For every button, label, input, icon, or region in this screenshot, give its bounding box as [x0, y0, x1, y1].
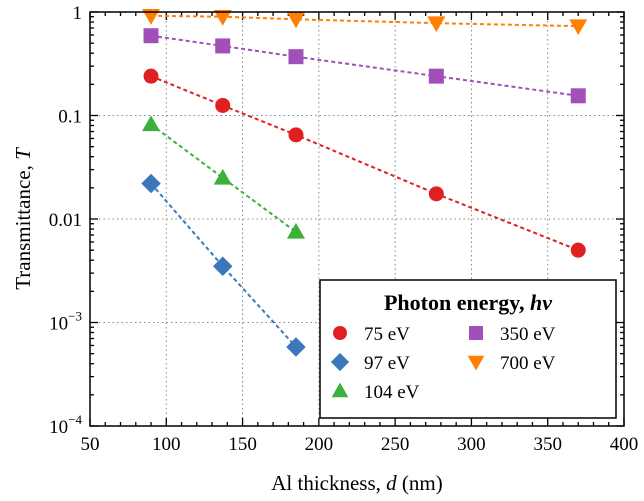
x-tick-label: 100: [152, 434, 181, 455]
y-tick-exponent: −3: [68, 309, 82, 324]
y-tick-base: 0.1: [58, 107, 82, 128]
legend-label: 700 eV: [500, 353, 556, 374]
y-axis-title-prefix: Transmittance,: [11, 160, 35, 290]
legend-title-prefix: Photon energy,: [384, 290, 530, 315]
plot-frame: [89, 11, 625, 427]
legend-item: 104 eV: [331, 382, 420, 403]
y-tick-base: 1: [73, 3, 83, 24]
x-tick-label: 250: [381, 434, 410, 455]
data-point: [286, 222, 305, 239]
data-point: [428, 68, 444, 84]
legend-item: 350 eV: [469, 324, 556, 345]
data-point: [569, 19, 588, 36]
y-tick-base: 10: [49, 314, 68, 335]
data-point: [142, 115, 161, 132]
legend-title: Photon energy, hv: [384, 290, 552, 315]
x-tick-label: 50: [81, 434, 100, 455]
data-point: [570, 88, 586, 104]
y-axis-title-var: T: [11, 147, 35, 160]
data-point: [143, 28, 159, 44]
x-axis-title-var: d: [386, 471, 397, 495]
data-point: [288, 127, 304, 143]
data-point: [143, 68, 159, 84]
x-axis-title-suffix: (nm): [397, 471, 443, 495]
y-axis-title: Transmittance, T: [11, 147, 35, 290]
series-350-eV: [143, 28, 586, 104]
series-104-eV: [142, 115, 305, 239]
series-line: [151, 14, 579, 28]
y-tick-label: 0.01: [49, 210, 82, 231]
y-tick-label: 10−4: [49, 412, 82, 438]
data-point: [212, 256, 233, 276]
data-point: [288, 49, 304, 65]
data-point: [570, 242, 586, 258]
data-point: [286, 337, 306, 357]
y-tick-base: 10: [49, 417, 68, 438]
series-75-eV: [143, 68, 586, 258]
legend-title-var: hv: [530, 290, 552, 315]
series-97-eV: [141, 173, 306, 357]
data-point: [427, 16, 446, 33]
series-700-eV: [142, 8, 588, 36]
data-point: [213, 9, 232, 26]
x-axis-title: Al thickness, d (nm): [271, 471, 442, 495]
data-point: [141, 173, 161, 194]
legend-label: 97 eV: [364, 353, 410, 374]
x-tick-label: 200: [305, 434, 334, 455]
y-tick-exponent: −4: [68, 412, 82, 427]
x-tick-label: 300: [457, 434, 486, 455]
legend-marker: [331, 382, 349, 398]
x-tick-label: 150: [228, 434, 257, 455]
y-tick-label: 10−3: [49, 309, 82, 335]
legend-marker: [467, 355, 485, 371]
x-tick-label: 350: [533, 434, 562, 455]
y-tick-label: 0.1: [58, 107, 82, 128]
data-point: [428, 186, 444, 202]
y-tick-label: 1: [73, 3, 83, 24]
series-line: [150, 123, 297, 233]
legend-item: 75 eV: [333, 324, 410, 345]
legend-label: 75 eV: [364, 324, 410, 345]
series-line: [150, 182, 297, 348]
legend-marker: [330, 352, 350, 372]
legend-label: 104 eV: [364, 382, 420, 403]
legend-label: 350 eV: [500, 324, 556, 345]
legend-item: 97 eV: [330, 352, 410, 374]
x-axis-title-prefix: Al thickness,: [271, 471, 386, 495]
data-point: [286, 12, 305, 29]
legend-item: 700 eV: [467, 353, 556, 374]
x-tick-label: 400: [610, 434, 639, 455]
data-point: [213, 168, 232, 185]
legend-marker: [333, 326, 347, 340]
legend: Photon energy, hv 75 eV 97 eV 104 eV 350 eV 7…: [319, 279, 617, 419]
y-tick-base: 0.01: [49, 210, 82, 231]
data-point: [142, 8, 161, 25]
legend-marker: [469, 326, 483, 340]
legend-box: [319, 279, 617, 419]
data-point: [215, 97, 231, 113]
data-point: [215, 38, 231, 54]
